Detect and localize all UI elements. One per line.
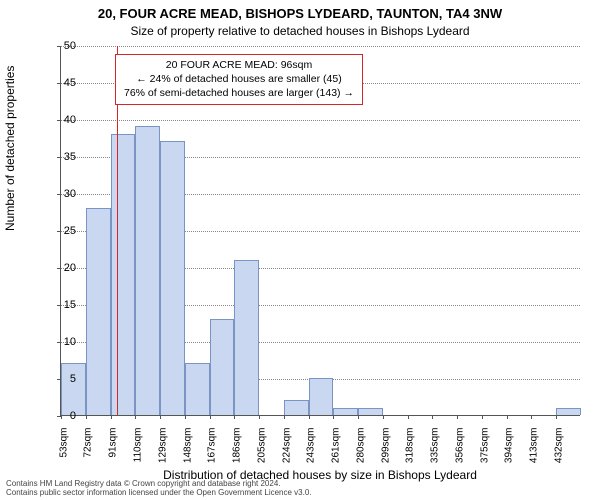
xtick-label: 243sqm [306, 428, 317, 478]
xtick-label: 432sqm [553, 428, 564, 478]
xtick-label: 335sqm [430, 428, 441, 478]
xtick-mark [86, 415, 87, 419]
annotation-line2: ← 24% of detached houses are smaller (45… [124, 72, 354, 86]
footer-line1: Contains HM Land Registry data © Crown c… [6, 479, 281, 488]
xtick-mark [482, 415, 483, 419]
xtick-mark [432, 415, 433, 419]
ytick-label: 20 [46, 262, 76, 274]
chart-container: 20, FOUR ACRE MEAD, BISHOPS LYDEARD, TAU… [0, 0, 600, 500]
xtick-mark [358, 415, 359, 419]
histogram-bar [210, 319, 235, 415]
xtick-label: 394sqm [504, 428, 515, 478]
xtick-label: 72sqm [83, 428, 94, 478]
xtick-label: 110sqm [133, 428, 144, 478]
xtick-mark [210, 415, 211, 419]
xtick-mark [531, 415, 532, 419]
gridline-h [61, 46, 580, 47]
xtick-label: 148sqm [182, 428, 193, 478]
xtick-mark [507, 415, 508, 419]
ytick-label: 15 [46, 299, 76, 311]
ytick-label: 5 [46, 373, 76, 385]
chart-title-line1: 20, FOUR ACRE MEAD, BISHOPS LYDEARD, TAU… [0, 6, 600, 21]
ytick-label: 10 [46, 336, 76, 348]
xtick-mark [259, 415, 260, 419]
annotation-line1: 20 FOUR ACRE MEAD: 96sqm [124, 58, 354, 72]
ytick-label: 35 [46, 151, 76, 163]
ytick-label: 25 [46, 225, 76, 237]
xtick-label: 224sqm [281, 428, 292, 478]
xtick-label: 205sqm [256, 428, 267, 478]
xtick-label: 261sqm [331, 428, 342, 478]
histogram-bar [333, 408, 358, 415]
histogram-bar [556, 408, 581, 415]
xtick-label: 413sqm [529, 428, 540, 478]
ytick-label: 30 [46, 188, 76, 200]
xtick-label: 375sqm [479, 428, 490, 478]
xtick-label: 318sqm [405, 428, 416, 478]
xtick-mark [111, 415, 112, 419]
xtick-mark [135, 415, 136, 419]
xtick-mark [284, 415, 285, 419]
xtick-mark [185, 415, 186, 419]
xtick-label: 167sqm [207, 428, 218, 478]
gridline-h [61, 120, 580, 121]
histogram-bar [234, 260, 259, 415]
xtick-mark [556, 415, 557, 419]
histogram-bar [358, 408, 383, 415]
histogram-bar [111, 134, 136, 415]
annotation-box: 20 FOUR ACRE MEAD: 96sqm← 24% of detache… [115, 54, 363, 105]
xtick-label: 91sqm [108, 428, 119, 478]
histogram-bar [185, 363, 210, 415]
xtick-label: 53sqm [58, 428, 69, 478]
footer-line2: Contains public sector information licen… [6, 488, 312, 497]
xtick-label: 299sqm [380, 428, 391, 478]
xtick-mark [383, 415, 384, 419]
chart-title-line2: Size of property relative to detached ho… [0, 24, 600, 38]
xtick-mark [234, 415, 235, 419]
ytick-label: 50 [46, 40, 76, 52]
histogram-bar [86, 208, 111, 415]
footer-attribution: Contains HM Land Registry data © Crown c… [6, 480, 312, 498]
histogram-bar [160, 141, 185, 415]
xtick-label: 129sqm [157, 428, 168, 478]
ytick-label: 0 [46, 410, 76, 422]
annotation-line3: 76% of semi-detached houses are larger (… [124, 86, 354, 100]
xtick-mark [457, 415, 458, 419]
histogram-bar [135, 126, 160, 415]
xtick-label: 186sqm [232, 428, 243, 478]
xtick-label: 280sqm [355, 428, 366, 478]
ytick-label: 40 [46, 114, 76, 126]
ytick-label: 45 [46, 77, 76, 89]
xtick-label: 356sqm [454, 428, 465, 478]
y-axis-label: Number of detached properties [3, 66, 17, 231]
xtick-mark [309, 415, 310, 419]
xtick-mark [408, 415, 409, 419]
xtick-mark [160, 415, 161, 419]
histogram-bar [61, 363, 86, 415]
xtick-mark [333, 415, 334, 419]
histogram-bar [309, 378, 334, 415]
histogram-bar [284, 400, 309, 415]
